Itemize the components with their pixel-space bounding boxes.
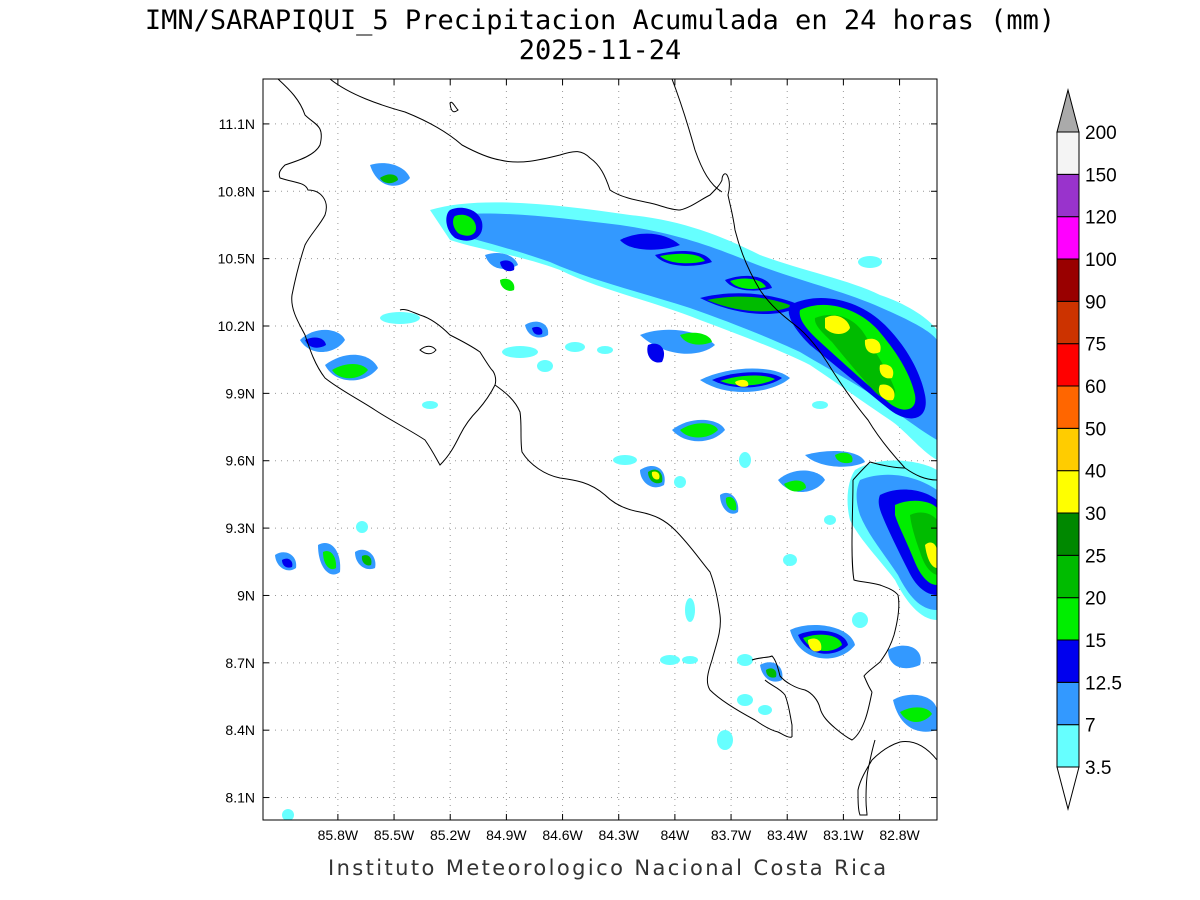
lon-tick-label: 84.9W <box>486 827 527 843</box>
legend-level-label: 3.5 <box>1085 758 1111 779</box>
legend-swatch <box>1056 343 1080 387</box>
legend-level-label: 90 <box>1085 292 1106 313</box>
footer-credit: Instituto Meteorologico Nacional Costa R… <box>328 856 889 880</box>
legend-level-label: 60 <box>1085 377 1106 398</box>
plot-area <box>263 79 937 820</box>
legend-triangle-high <box>1056 88 1080 133</box>
lat-tick-label: 9.3N <box>225 520 255 536</box>
legend-swatch <box>1056 258 1080 302</box>
lat-tick-label: 10.5N <box>218 251 255 267</box>
color-legend: 3.5 7 12.5 15 20 25 30 40 50 60 75 90 100 120 150 200 <box>1056 88 1122 811</box>
legend-level-label: 100 <box>1085 250 1117 271</box>
lat-tick-label: 9.6N <box>225 453 255 469</box>
map-title: IMN/SARAPIQUI_5 Precipitacion Acumulada … <box>144 5 1056 36</box>
lon-tick-label: 83.4W <box>767 827 808 843</box>
legend-level-label: 7 <box>1085 716 1096 737</box>
lat-tick-label: 10.8N <box>218 183 255 199</box>
legend-swatch <box>1056 554 1080 599</box>
caribbean-rain-band <box>430 202 937 460</box>
legend-swatch <box>1056 173 1080 218</box>
light-rain-scatter <box>282 211 882 820</box>
legend-level-label: 75 <box>1085 335 1106 356</box>
legend-level-label: 25 <box>1085 546 1106 567</box>
lon-tick-label: 85.2W <box>430 827 471 843</box>
lat-tick-label: 9N <box>237 587 255 603</box>
legend-level-label: 50 <box>1085 419 1106 440</box>
lat-tick-label: 8.1N <box>225 790 255 806</box>
legend-level-label: 12.5 <box>1085 673 1122 694</box>
lon-tick-label: 84.6W <box>542 827 583 843</box>
legend-level-label: 40 <box>1085 462 1106 483</box>
lon-tick-label: 84.3W <box>598 827 639 843</box>
legend-level-label: 120 <box>1085 208 1117 229</box>
legend-swatch <box>1056 427 1080 472</box>
legend-level-label: 30 <box>1085 504 1106 525</box>
central-rain-patches <box>275 163 865 575</box>
lon-tick-label: 83.1W <box>823 827 864 843</box>
lon-tick-label: 84W <box>660 827 690 843</box>
legend-swatch <box>1056 724 1080 768</box>
lon-tick-label: 85.5W <box>374 827 415 843</box>
legend-level-label: 15 <box>1085 631 1106 652</box>
legend-level-label: 150 <box>1085 165 1117 186</box>
legend-swatch <box>1056 597 1080 641</box>
legend-swatch <box>1056 681 1080 726</box>
lat-tick-label: 9.9N <box>225 385 255 401</box>
precipitation-field <box>275 163 937 820</box>
legend-swatch <box>1056 385 1080 429</box>
legend-swatch <box>1056 300 1080 345</box>
longitude-axis: 85.8W 85.5W 85.2W 84.9W 84.6W 84.3W 84W 83.7W 83… <box>318 79 921 843</box>
legend-swatch <box>1056 512 1080 556</box>
legend-swatch <box>1056 216 1080 260</box>
legend-level-label: 20 <box>1085 589 1106 610</box>
legend-swatch <box>1056 639 1080 683</box>
lon-tick-label: 85.8W <box>318 827 359 843</box>
plot-frame <box>262 78 938 821</box>
lat-tick-label: 8.7N <box>225 655 255 671</box>
coastline-borders <box>277 79 937 816</box>
latitude-axis: 11.1N 10.8N 10.5N 10.2N 9.9N 9.6N 9.3N 9N 8.7N 8.… <box>218 116 937 806</box>
legend-swatch <box>1056 470 1080 514</box>
southern-rain-patches <box>760 460 937 732</box>
lon-tick-label: 82.8W <box>879 827 920 843</box>
legend-swatch <box>1056 131 1080 175</box>
lat-tick-label: 10.2N <box>218 318 255 334</box>
map-date: 2025-11-24 <box>518 35 682 66</box>
lon-tick-label: 83.7W <box>711 827 752 843</box>
lat-tick-label: 11.1N <box>219 116 255 132</box>
lat-tick-label: 8.4N <box>225 722 255 738</box>
legend-level-label: 200 <box>1085 123 1117 144</box>
legend-triangle-low <box>1056 766 1080 811</box>
